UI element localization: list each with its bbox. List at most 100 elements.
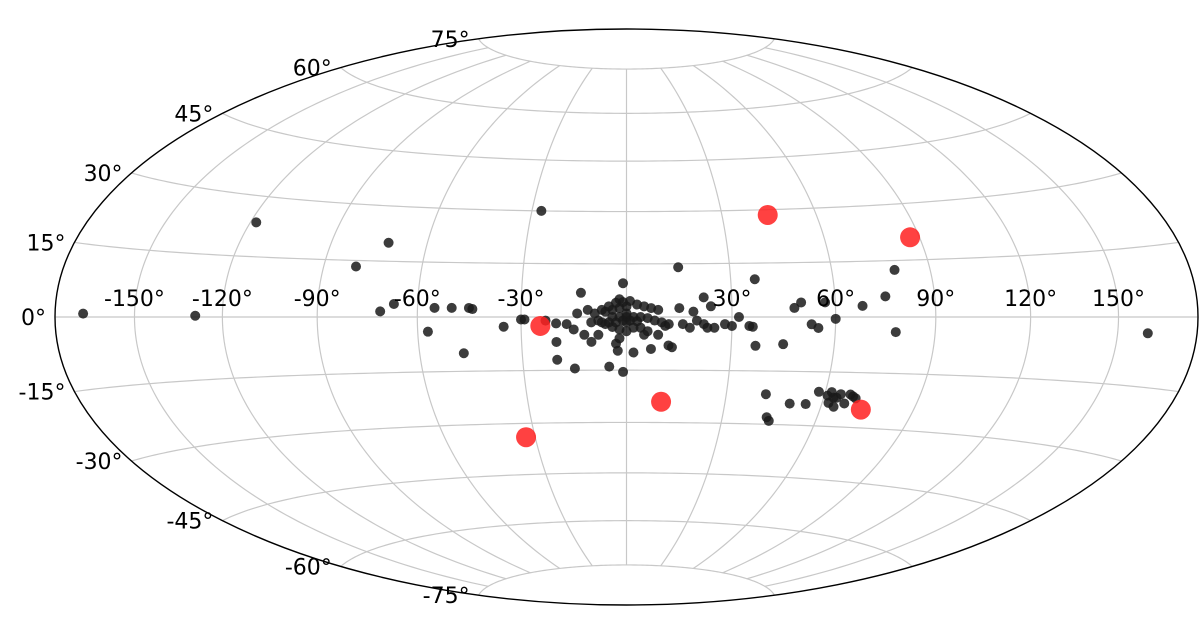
black-data-point <box>677 319 688 330</box>
black-data-point <box>575 287 586 298</box>
black-data-point <box>784 398 795 409</box>
black-data-point <box>666 342 677 353</box>
meridian-line <box>316 60 531 574</box>
black-data-point <box>835 389 846 400</box>
black-data-point <box>857 300 868 311</box>
latitude-tick-label: -30° <box>76 450 123 475</box>
black-data-point <box>747 321 758 332</box>
black-data-point <box>702 322 713 333</box>
meridian-line <box>133 47 489 587</box>
black-data-point <box>632 316 643 327</box>
black-data-point <box>628 347 639 358</box>
black-data-point <box>749 274 760 285</box>
latitude-tick-label: 45° <box>174 102 213 127</box>
meridian-line <box>722 60 937 574</box>
longitude-tick-label: -30° <box>498 287 545 312</box>
longitude-tick-label: -90° <box>294 287 341 312</box>
black-data-point <box>551 336 562 347</box>
black-data-point <box>839 398 850 409</box>
black-data-point <box>446 302 457 313</box>
black-data-point <box>800 399 811 410</box>
black-data-point <box>709 322 720 333</box>
black-data-point <box>813 322 824 333</box>
longitude-tick-label: -150° <box>104 287 165 312</box>
black-data-point <box>568 324 579 335</box>
red-data-point <box>757 204 778 225</box>
black-data-point <box>467 304 478 315</box>
black-data-point <box>813 386 824 397</box>
black-data-point <box>78 308 89 319</box>
meridian-line <box>221 54 507 580</box>
longitude-tick-label: 30° <box>712 287 751 312</box>
black-data-point <box>796 297 807 308</box>
black-data-point <box>561 319 572 330</box>
longitude-tick-label: -60° <box>394 287 441 312</box>
black-data-point <box>388 299 399 310</box>
red-data-point <box>516 427 537 448</box>
black-data-point <box>519 314 530 325</box>
black-data-point <box>760 389 771 400</box>
black-data-point <box>639 329 650 340</box>
black-data-point <box>604 361 615 372</box>
latitude-tick-label: 75° <box>431 28 470 53</box>
black-data-point <box>645 343 656 354</box>
black-data-point <box>880 291 891 302</box>
black-data-point <box>830 313 841 324</box>
black-data-point <box>552 354 563 365</box>
black-data-point <box>673 262 684 273</box>
black-data-point <box>190 310 201 321</box>
latitude-tick-label: -15° <box>19 381 66 406</box>
black-data-point <box>698 292 709 303</box>
black-data-point <box>621 308 632 319</box>
black-data-point <box>763 415 774 426</box>
longitude-tick-label: 150° <box>1092 287 1145 312</box>
latitude-tick-label: 15° <box>26 231 65 256</box>
tick-labels: -150° -120° -90° -60° -30° 30° 60° 90° 120° 150° 7… <box>19 28 1145 609</box>
black-data-point <box>375 306 386 317</box>
black-data-point <box>498 321 509 332</box>
black-data-point <box>429 302 440 313</box>
black-data-point <box>569 363 580 374</box>
meridian-line <box>660 67 733 567</box>
meridian-line <box>746 54 1032 580</box>
black-data-point <box>828 401 839 412</box>
black-data-point <box>593 329 604 340</box>
latitude-tick-label: 30° <box>84 162 123 187</box>
black-data-point <box>618 278 629 289</box>
meridian-line <box>764 47 1120 587</box>
latitude-tick-label: 0° <box>21 306 46 331</box>
black-data-point <box>778 339 789 350</box>
longitude-tick-label: 120° <box>1004 287 1057 312</box>
latitude-tick-label: -60° <box>285 555 332 580</box>
black-data-point <box>688 306 699 317</box>
black-data-point <box>660 320 671 331</box>
black-data-point <box>422 326 433 337</box>
latitude-tick-label: 60° <box>293 57 332 82</box>
projection-outline <box>54 28 1199 606</box>
black-data-point <box>586 336 597 347</box>
black-data-point <box>596 317 607 328</box>
black-data-point <box>789 302 800 313</box>
black-data-point <box>889 264 900 275</box>
data-points <box>78 204 1153 448</box>
black-data-point <box>610 338 621 349</box>
black-data-point <box>1142 328 1153 339</box>
latitude-tick-label: -75° <box>423 584 470 609</box>
black-data-point <box>733 312 744 322</box>
red-data-point <box>900 227 921 248</box>
black-data-point <box>750 340 761 351</box>
black-data-point <box>614 294 625 305</box>
black-data-point <box>603 317 614 328</box>
black-data-point <box>551 318 562 329</box>
black-data-point <box>383 237 394 248</box>
black-data-point <box>653 329 664 340</box>
meridian-line <box>416 65 560 569</box>
black-data-point <box>251 217 262 228</box>
black-data-point <box>820 297 831 308</box>
black-data-point <box>653 304 664 315</box>
longitude-tick-label: -120° <box>192 287 253 312</box>
black-data-point <box>579 329 590 340</box>
longitude-tick-label: 90° <box>916 287 955 312</box>
black-data-point <box>572 308 583 319</box>
